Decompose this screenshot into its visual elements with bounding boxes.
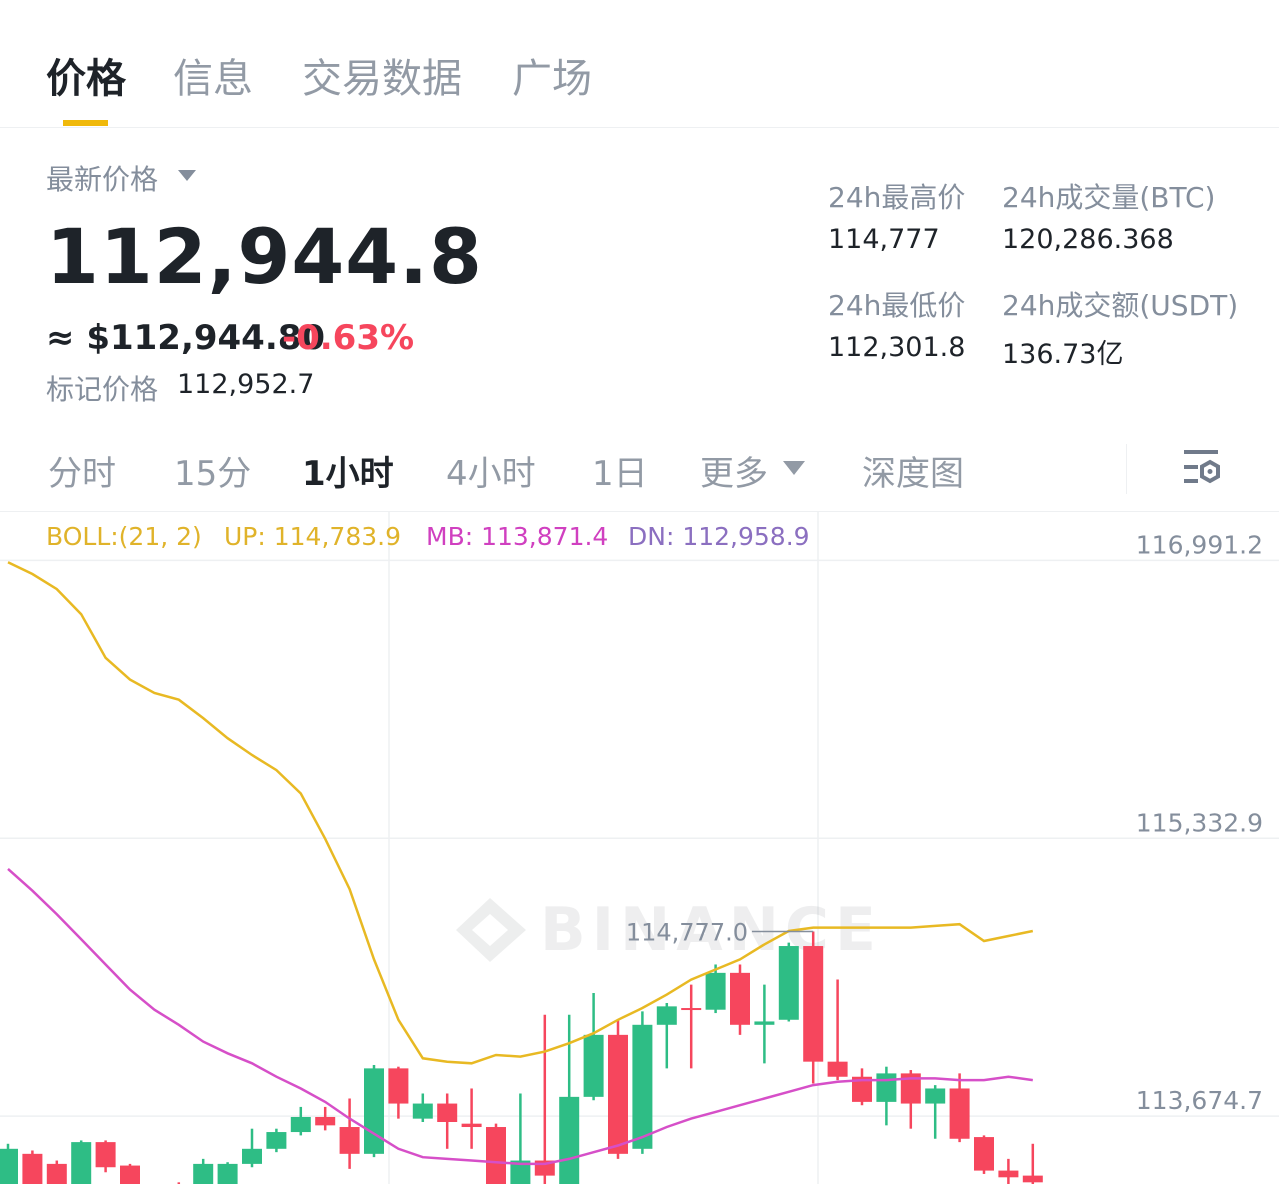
stat-label: 24h最高价 [828,181,966,214]
price-type-label[interactable]: 最新价格 [46,163,159,196]
stat-value: 114,777 [828,224,940,255]
legend-item: UP: 114,783.9 [224,522,401,551]
candle-body [242,1148,262,1164]
dropdown-arrow [783,461,805,475]
candle-body [730,972,750,1025]
candle-body [608,1034,628,1154]
candle-body [656,1006,677,1025]
divider [0,127,1279,128]
candle-body [46,1163,67,1184]
legend-item: BOLL:(21, 2) [46,522,202,551]
candle-body [900,1073,921,1104]
candle-body [1022,1175,1043,1183]
candle-body [364,1068,384,1154]
candle-body [461,1123,482,1128]
last-price: 112,944.8 [46,212,483,301]
candle-body [315,1116,336,1126]
candle-body [71,1142,92,1184]
stat-value: 112,301.8 [828,332,966,363]
tab[interactable]: 交易数据 [302,56,462,102]
legend-item: MB: 113,871.4 [426,522,608,551]
tab[interactable]: 信息 [173,56,253,102]
candle-body [827,1061,848,1077]
candle-body [778,946,799,1020]
candle-body [998,1170,1019,1178]
candle-body [120,1165,140,1184]
timeframe[interactable]: 1日 [592,454,648,494]
candle-body [0,1148,18,1184]
candle-body [217,1163,238,1184]
watermark [456,898,526,962]
candle-body [266,1132,287,1149]
max-marker-label: 114,777.0 [626,918,748,946]
candle-body [925,1088,946,1104]
tab[interactable]: 价格 [46,56,126,102]
dropdown-arrow [178,170,196,181]
stat-label: 24h最低价 [828,289,966,322]
y-tick-label: 113,674.7 [1136,1086,1263,1115]
candle-body [339,1127,360,1154]
divider [1126,444,1127,494]
candle-body [193,1163,214,1184]
usd-price: ≈ $112,944.80 [46,318,326,358]
timeframe[interactable]: 1小时 [302,454,394,494]
settings-icon[interactable] [1180,448,1224,488]
candle-body [412,1103,433,1119]
stat-value: 136.73亿 [1002,339,1124,370]
candle-body [486,1127,506,1184]
timeframe[interactable]: 深度图 [862,454,964,494]
candle-body [852,1076,872,1102]
candle-body [974,1137,994,1171]
boll-line [7,867,1033,1166]
candle-body [95,1142,116,1168]
stat-label: 24h成交量(BTC) [1002,181,1216,214]
boll-line [7,561,1034,1065]
candle-body [22,1153,43,1184]
legend-item: DN: 112,958.9 [628,522,810,551]
y-tick-label: 115,332.9 [1136,808,1263,837]
candle-body [803,946,824,1062]
timeframe[interactable]: 分时 [48,454,116,494]
candle-body [705,972,726,1010]
candle-body [876,1073,897,1102]
candle-body [754,1021,775,1025]
timeframe[interactable]: 更多 [700,454,768,494]
candle-body [290,1116,311,1133]
mark-price: 112,952.7 [177,369,315,400]
tab[interactable]: 广场 [512,56,592,102]
divider [0,511,1279,512]
mark-price-label: 标记价格 [46,373,159,406]
candle-body [681,1008,702,1011]
stat-label: 24h成交额(USDT) [1002,289,1239,322]
candle-body [949,1088,970,1139]
tab-indicator [63,120,108,126]
price-change: -0.63% [282,318,415,358]
candle-body [510,1160,531,1184]
candle-body [583,1034,604,1097]
stat-value: 120,286.368 [1002,224,1174,255]
candle-body [632,1024,653,1149]
candle-body [388,1068,409,1104]
candle-body [559,1096,580,1184]
candle-body [437,1103,458,1122]
y-tick-label: 116,991.2 [1136,530,1263,559]
timeframe[interactable]: 15分 [174,454,252,494]
timeframe[interactable]: 4小时 [446,454,536,494]
